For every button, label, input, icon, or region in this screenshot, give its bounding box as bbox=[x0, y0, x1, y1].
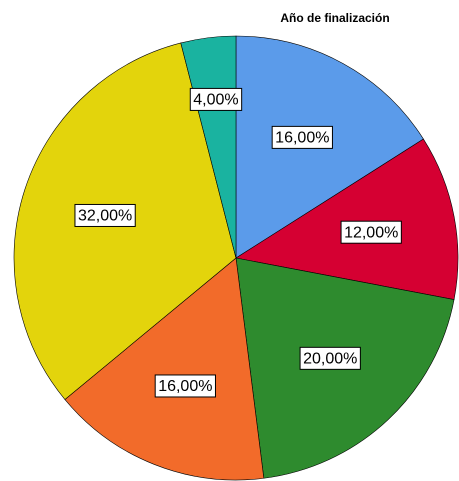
slice bbox=[235, 138, 459, 300]
label-box bbox=[74, 203, 136, 227]
value-label: 16,00% bbox=[275, 130, 329, 147]
value-label: 16,00% bbox=[158, 378, 212, 395]
label-box bbox=[340, 220, 402, 244]
value-label: 32,00% bbox=[78, 208, 132, 225]
label-box bbox=[299, 346, 361, 370]
label-box bbox=[271, 125, 333, 149]
label-box bbox=[154, 374, 216, 398]
label-box bbox=[189, 87, 243, 111]
value-label: 20,00% bbox=[303, 351, 357, 368]
value-label: 12,00% bbox=[344, 224, 398, 241]
chart-title: Año de finalización bbox=[280, 11, 389, 25]
slice bbox=[64, 257, 265, 481]
labels: 16,00% 12,00% 20,00% 16,00% 32,00% 4,00% bbox=[74, 87, 402, 398]
value-label: 4,00% bbox=[193, 92, 238, 109]
